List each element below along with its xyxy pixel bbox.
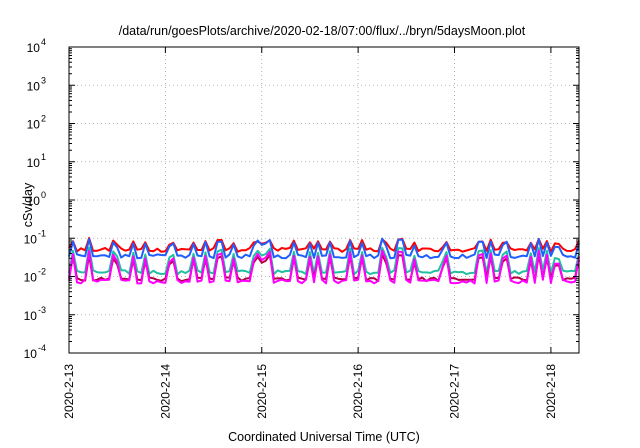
series-line bbox=[68, 237, 580, 253]
y-axis-label: cSv/day bbox=[21, 182, 35, 227]
y-tick-exponent: -3 bbox=[38, 305, 46, 315]
x-tick-label: 2020-2-15 bbox=[255, 364, 269, 419]
y-tick-exponent: 1 bbox=[41, 152, 46, 162]
series-line bbox=[68, 237, 580, 260]
y-tick-label: 10-1 bbox=[24, 228, 46, 246]
chart-title: /data/run/goesPlots/archive/2020-02-18/0… bbox=[119, 24, 526, 38]
x-axis: 2020-2-13 2020-2-14 2020-2-15 2020-2-16 2020… bbox=[62, 47, 558, 419]
y-tick-label: 103 bbox=[27, 75, 46, 93]
y-tick-exponent: -4 bbox=[38, 343, 46, 353]
y-tick-label: 10-4 bbox=[24, 343, 46, 361]
x-tick-label: 2020-2-16 bbox=[351, 364, 365, 419]
x-tick-label: 2020-2-17 bbox=[448, 364, 462, 419]
y-tick-exponent: -2 bbox=[38, 267, 46, 277]
x-tick-label: 2020-2-13 bbox=[62, 364, 76, 419]
y-tick-label: 10-3 bbox=[24, 305, 46, 323]
y-tick-exponent: -1 bbox=[38, 228, 46, 238]
series-line bbox=[68, 249, 580, 285]
x-tick-label: 2020-2-14 bbox=[158, 364, 172, 419]
y-tick-exponent: 3 bbox=[41, 75, 46, 85]
y-tick-label: 101 bbox=[27, 152, 46, 170]
y-tick-label: 102 bbox=[27, 114, 46, 132]
x-tick-label: 2020-2-18 bbox=[544, 364, 558, 419]
x-axis-label: Coordinated Universal Time (UTC) bbox=[228, 430, 420, 444]
grid bbox=[69, 47, 579, 353]
series-line bbox=[68, 246, 580, 276]
y-tick-label: 10-2 bbox=[24, 267, 46, 285]
series-group bbox=[68, 237, 580, 285]
y-tick-label: 104 bbox=[27, 37, 46, 55]
y-tick-exponent: 0 bbox=[41, 190, 46, 200]
y-tick-exponent: 4 bbox=[41, 37, 46, 47]
y-tick-exponent: 2 bbox=[41, 114, 46, 124]
